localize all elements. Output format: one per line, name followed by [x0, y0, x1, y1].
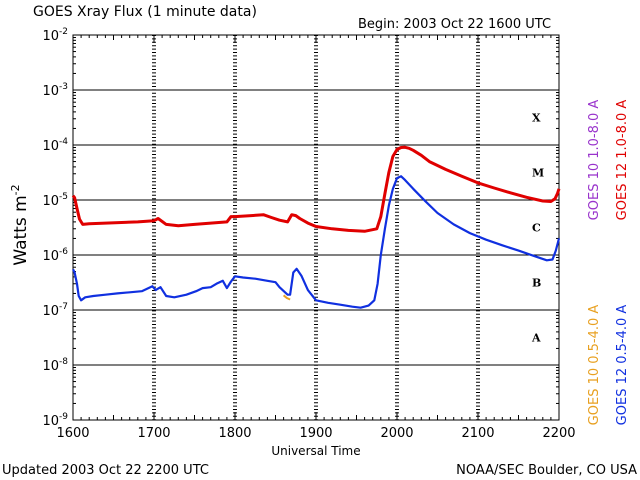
legend-entry: GOES 10 1.0-8.0 A [587, 100, 602, 221]
flare-class-label: M [532, 167, 544, 180]
legend-entry: GOES 10 0.5-4.0 A [587, 305, 602, 426]
y-tick-label: 10-5 [42, 192, 68, 209]
y-tick-label: 10-8 [42, 357, 68, 374]
credit-label: NOAA/SEC Boulder, CO USA [456, 463, 637, 478]
y-axis-label: Watts m-2 [9, 184, 31, 265]
flare-class-label: X [532, 112, 541, 125]
x-tick-label: 2000 [380, 426, 413, 441]
flare-class-label: A [531, 332, 541, 345]
begin-time: Begin: 2003 Oct 22 1600 UTC [358, 17, 551, 32]
flare-class-label: C [532, 222, 541, 235]
y-axis-label-main: Watts m [11, 195, 31, 265]
x-tick-label: 1900 [299, 426, 332, 441]
flare-class-labels: X M C B A [531, 112, 544, 345]
x-tick-label: 1800 [218, 426, 251, 441]
y-tick-label: 10-9 [42, 412, 68, 429]
x-tick-label: 1700 [137, 426, 170, 441]
updated-time: Updated 2003 Oct 22 2200 UTC [2, 463, 209, 478]
y-tick-label: 10-3 [42, 82, 68, 99]
series-line [282, 294, 291, 301]
chart-title: GOES Xray Flux (1 minute data) [33, 4, 257, 20]
y-tick-label: 10-7 [42, 302, 68, 319]
series-line [71, 145, 561, 233]
y-tick-label: 10-4 [42, 137, 68, 154]
data-series [71, 145, 561, 309]
legend-entry: GOES 12 0.5-4.0 A [615, 305, 630, 426]
x-tick-label: 2200 [542, 426, 575, 441]
y-tick-label: 10-2 [42, 27, 68, 44]
y-axis-title: Watts m-2 [9, 184, 31, 265]
y-tick-label: 10-6 [42, 247, 68, 264]
x-axis-label: Universal Time [271, 444, 360, 458]
series-line [72, 175, 561, 309]
flare-class-label: B [532, 277, 541, 290]
right-legend: GOES 10 1.0-8.0 A GOES 12 1.0-8.0 A GOES 1… [587, 100, 630, 426]
x-tick-label: 1600 [56, 426, 89, 441]
x-axis-ticks: 1600 1700 1800 1900 2000 2100 2200 [56, 35, 576, 441]
legend-entry: GOES 12 1.0-8.0 A [615, 100, 630, 221]
x-tick-label: 2100 [461, 426, 494, 441]
y-axis-ticks: 10-2 10-3 10-4 10-5 10-6 10-7 10-8 10-9 [42, 27, 559, 429]
y-axis-label-exp: -2 [9, 184, 22, 195]
